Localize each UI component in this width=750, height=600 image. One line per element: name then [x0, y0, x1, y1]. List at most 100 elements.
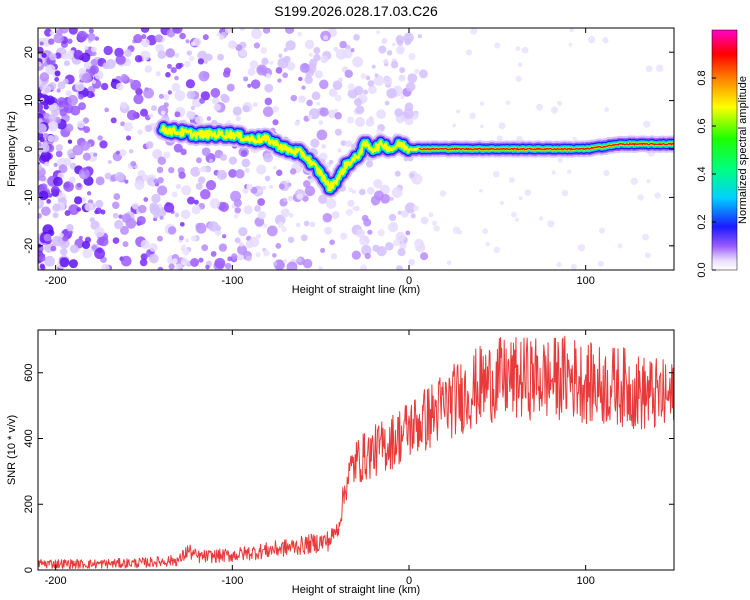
spectrogram-noise-blob — [386, 88, 397, 99]
spectrogram-noise-blob — [277, 78, 282, 83]
spectrogram-noise-blob — [39, 136, 45, 143]
spectrogram-noise-blob — [439, 190, 447, 197]
spectrogram-noise-blob — [44, 255, 55, 267]
colorbar: 0.0 0.2 0.4 0.6 0.8 Normalized spectral ampl… — [696, 29, 749, 278]
spectrogram-noise-blob — [38, 163, 43, 171]
spectrogram-noise-blob — [122, 241, 129, 248]
spectrogram-noise-blob — [221, 172, 227, 179]
spectrogram-noise-blob — [257, 188, 263, 194]
spectrogram-noise-blob — [645, 65, 653, 73]
spectrogram-noise-blob — [289, 168, 297, 175]
spectrogram-noise-blob — [55, 144, 63, 152]
snr-frame — [37, 329, 675, 571]
spectrogram-noise-blob — [220, 93, 229, 102]
spectrogram-noise-blob — [272, 119, 279, 126]
spectrogram-noise-blob — [256, 164, 267, 175]
spectrogram-noise-blob — [556, 262, 562, 268]
spectrogram-noise-blob — [214, 229, 222, 236]
spectrogram-noise-blob — [86, 191, 92, 196]
spectrogram-noise-blob — [76, 30, 88, 42]
spectrogram-noise-blob — [399, 66, 406, 73]
spectrogram-noise-blob — [296, 257, 302, 263]
spectrogram-noise-blob — [237, 244, 248, 255]
spectrogram-noise-blob — [42, 132, 49, 139]
spectrogram-noise-blob — [77, 120, 85, 129]
spectrogram-noise-blob — [320, 55, 329, 64]
spectrogram-noise-blob — [40, 143, 50, 153]
spectrogram-noise-blob — [80, 141, 91, 151]
spectrogram-noise-blob — [264, 175, 271, 182]
spectrogram-y-axis-label: Frequency (Hz) — [6, 111, 18, 187]
spectrogram-noise-blob — [124, 179, 129, 184]
spectrogram-noise-blob — [654, 192, 661, 199]
spectrogram-noise-blob — [433, 225, 440, 232]
spectrogram-noise-blob — [246, 183, 253, 190]
spectrogram-noise-blob — [118, 149, 127, 157]
spectrogram-noise-blob — [347, 199, 355, 207]
spectrogram-noise-blob — [235, 169, 245, 179]
spectrogram-noise-blob — [547, 220, 555, 228]
spectrogram-noise-blob — [485, 242, 490, 247]
spectrogram-noise-blob — [83, 61, 92, 70]
spectrogram-noise-blob — [309, 221, 316, 228]
spectrogram-noise-blob — [141, 38, 150, 48]
spectrogram-noise-blob — [268, 184, 273, 189]
spectrogram-noise-blob — [361, 244, 372, 256]
spectrogram-noise-blob — [132, 202, 139, 210]
colorbar-ticks: 0.0 0.2 0.4 0.6 0.8 — [696, 70, 716, 278]
snr-x-axis-label: Height of straight line (km) — [292, 584, 420, 596]
spectrogram-noise-blob — [149, 243, 158, 252]
spectrogram-noise-blob — [432, 220, 438, 226]
snr-y-ticks: 0 200 400 600 — [23, 364, 674, 573]
spectrogram-noise-blob — [195, 182, 203, 190]
spectrogram-noise-blob — [408, 258, 416, 266]
spectrogram-noise-blob — [262, 106, 274, 117]
spectrogram-heatmap — [38, 28, 674, 270]
spectrogram-noise-blob — [499, 200, 505, 206]
spectrogram-noise-blob — [344, 69, 353, 79]
spectrogram-noise-blob — [213, 103, 221, 111]
spectrogram-noise-blob — [76, 207, 82, 212]
spectrogram-noise-blob — [110, 117, 117, 124]
spectrogram-noise-blob — [566, 169, 572, 174]
spectrogram-noise-blob — [235, 115, 241, 122]
spectrogram-noise-blob — [44, 161, 50, 167]
spectrogram-noise-blob — [67, 38, 73, 44]
snr-x-tick-label: -200 — [45, 575, 67, 587]
spectrogram-noise-blob — [190, 235, 197, 242]
spectrogram-noise-blob — [139, 108, 149, 117]
spectrogram-noise-blob — [125, 135, 132, 141]
snr-y-tick-label: 0 — [23, 567, 35, 573]
spectrogram-noise-blob — [140, 50, 151, 61]
spectrogram-noise-blob — [599, 227, 606, 234]
spectrogram-noise-blob — [42, 85, 52, 95]
spectrogram-noise-blob — [194, 115, 204, 125]
spectrogram-noise-blob — [272, 105, 280, 113]
spectrogram-noise-blob — [400, 94, 405, 100]
spectrogram-noise-blob — [328, 88, 338, 97]
spectrogram-noise-blob — [175, 263, 183, 270]
spectrogram-noise-blob — [383, 76, 393, 86]
spectrogram-noise-blob — [319, 107, 329, 117]
spectrogram-noise-blob — [155, 71, 161, 77]
spectrogram-noise-blob — [272, 253, 277, 258]
spectrogram-noise-blob — [570, 263, 577, 270]
spectrogram-noise-blob — [255, 252, 261, 258]
spectrogram-noise-blob — [231, 253, 238, 260]
spectrogram-noise-blob — [643, 120, 651, 128]
spectrogram-x-axis-label: Height of straight line (km) — [292, 284, 420, 296]
spectrogram-noise-blob — [262, 223, 268, 228]
spectrogram-noise-blob — [81, 240, 91, 250]
spectrogram-noise-blob — [52, 203, 61, 212]
spectrogram-noise-blob — [354, 116, 365, 127]
spectrogram-noise-blob — [243, 205, 253, 215]
spectrogram-noise-blob — [248, 236, 260, 248]
spectrogram-noise-blob — [316, 101, 321, 106]
spectrogram-noise-blob — [322, 213, 333, 223]
spectrogram-noise-blob — [328, 159, 334, 165]
spectrogram-noise-blob — [94, 36, 100, 41]
spectrogram-noise-blob — [53, 33, 64, 44]
spectrogram-noise-blob — [215, 225, 222, 231]
snr-x-tick-label: 100 — [576, 575, 594, 587]
spectrogram-noise-blob — [65, 90, 72, 97]
